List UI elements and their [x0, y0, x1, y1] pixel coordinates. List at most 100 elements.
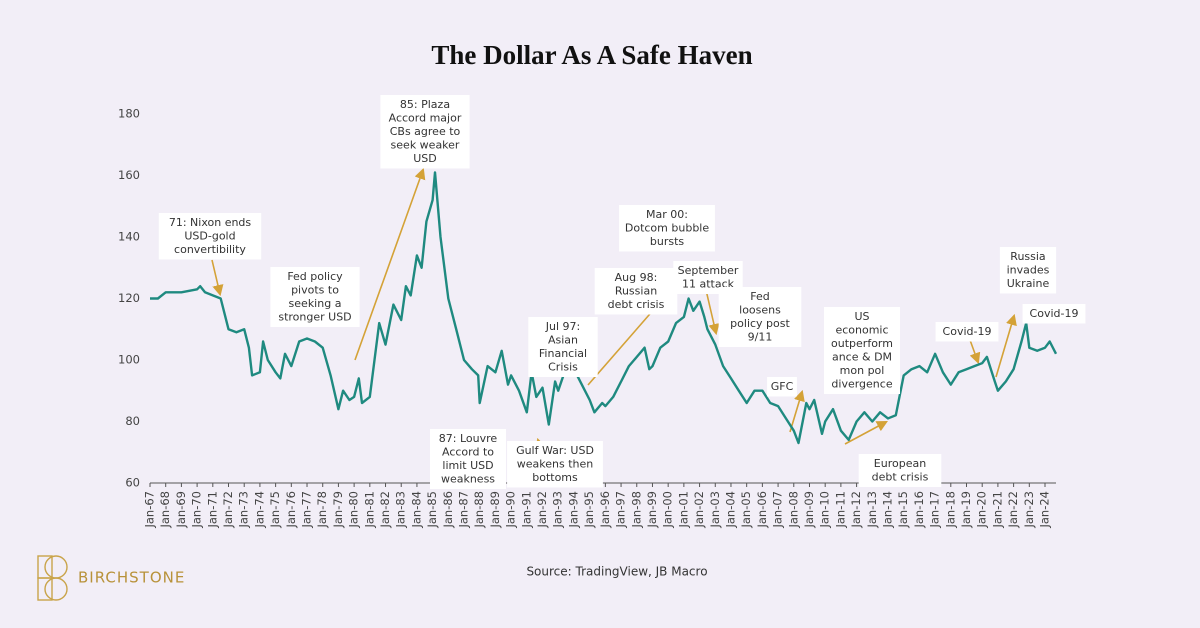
annotation-text: CBs agree to	[390, 125, 461, 138]
x-tick-label: Jan-17	[928, 491, 942, 529]
annotation-text: pivots to	[291, 283, 339, 296]
y-tick-label: 60	[125, 476, 140, 490]
x-tick-label: Jan-03	[708, 491, 722, 529]
annotation-text: Aug 98:	[615, 271, 658, 284]
annotation-box	[1022, 304, 1086, 324]
x-tick-label: Jan-73	[237, 491, 251, 529]
x-tick-label: Jan-67	[143, 491, 157, 529]
annotation-text: USD-gold	[184, 229, 235, 242]
annotation-text: 87: Louvre	[439, 432, 498, 445]
annotation-box	[824, 307, 900, 394]
x-tick-label: Jan-74	[252, 491, 266, 529]
y-tick-label: 160	[118, 168, 140, 182]
x-tick-label: Jan-93	[551, 491, 565, 529]
annotation-text: ance & DM	[832, 350, 892, 363]
annotation-box	[999, 247, 1057, 294]
x-tick-label: Jan-19	[959, 491, 973, 529]
brand: BIRCHSTONE	[78, 569, 185, 587]
x-tick-label: Jan-11	[833, 491, 847, 529]
x-tick-label: Jan-09	[802, 491, 816, 529]
annotation-text: mon pol	[840, 364, 885, 377]
y-tick-label: 180	[118, 106, 140, 120]
annotation-text: weakness	[441, 472, 495, 485]
annotation-text: invades	[1007, 263, 1050, 276]
annotation-text: debt crisis	[608, 298, 665, 311]
annotation-text: 9/11	[748, 330, 773, 343]
x-tick-label: Jan-07	[771, 491, 785, 529]
x-tick-label: Jan-04	[723, 491, 737, 529]
x-tick-label: Jan-71	[205, 491, 219, 529]
x-tick-label: Jan-99	[645, 491, 659, 529]
annotation-box	[619, 205, 715, 252]
annotation-text: Fed policy	[287, 270, 343, 283]
annotation-box	[594, 268, 678, 315]
annotation-box	[380, 95, 470, 169]
annotation-text: GFC	[771, 380, 794, 393]
annotation-text: seeking a	[289, 297, 342, 310]
x-tick-label: Jan-82	[378, 491, 392, 529]
x-tick-label: Jan-75	[268, 491, 282, 529]
x-tick-label: Jan-96	[598, 491, 612, 529]
x-tick-label: Jan-83	[394, 491, 408, 529]
x-tick-label: Jan-15	[896, 491, 910, 529]
annotation-text: Covid-19	[943, 325, 992, 338]
x-tick-label: Jan-08	[786, 491, 800, 529]
annotation-text: Financial	[539, 347, 587, 360]
annotation-box	[935, 322, 999, 342]
x-tick-label: Jan-78	[315, 491, 329, 529]
x-tick-label: Jan-13	[865, 491, 879, 529]
x-tick-label: Jan-01	[676, 491, 690, 529]
annotation: GFC	[767, 377, 797, 397]
x-tick-label: Jan-14	[880, 491, 894, 529]
x-tick-label: Jan-92	[535, 491, 549, 529]
annotation-text: debt crisis	[872, 470, 929, 483]
annotation-text: loosens	[739, 303, 781, 316]
annotation-text: divergence	[831, 377, 892, 390]
annotation-text: Russian	[615, 284, 657, 297]
x-tick-label: Jan-12	[849, 491, 863, 529]
annotation-text: weakens then	[517, 457, 594, 470]
annotation-text: stronger USD	[278, 310, 351, 323]
x-tick-label: Jan-90	[504, 491, 518, 529]
y-tick-label: 80	[125, 414, 140, 428]
annotation-box	[507, 441, 603, 488]
x-tick-label: Jan-22	[1006, 491, 1020, 529]
annotation-text: policy post	[730, 317, 790, 330]
annotation-text: bursts	[650, 235, 685, 248]
annotation: Covid-19	[935, 322, 999, 342]
annotation-text: outperform	[831, 337, 893, 350]
annotation-box	[858, 454, 942, 487]
x-tick-label: Jan-89	[488, 491, 502, 529]
x-tick-label: Jan-10	[818, 491, 832, 529]
x-tick-label: Jan-76	[284, 491, 298, 529]
annotation-box	[528, 317, 598, 377]
x-tick-label: Jan-87	[457, 491, 471, 529]
x-tick-label: Jan-18	[943, 491, 957, 529]
x-tick-label: Jan-79	[331, 491, 345, 529]
annotation-text: September	[678, 264, 739, 277]
annotation-box	[270, 267, 360, 327]
x-tick-label: Jan-88	[472, 491, 486, 529]
x-tick-label: Jan-16	[912, 491, 926, 529]
annotation-text: Jul 97:	[545, 320, 580, 333]
annotation-text: convertibility	[174, 243, 246, 256]
x-tick-label: Jan-06	[755, 491, 769, 529]
x-tick-label: Jan-86	[441, 491, 455, 529]
x-tick-label: Jan-70	[190, 491, 204, 529]
x-tick-label: Jan-02	[692, 491, 706, 529]
annotation-text: Accord to	[442, 445, 494, 458]
annotation-text: European	[874, 457, 926, 470]
